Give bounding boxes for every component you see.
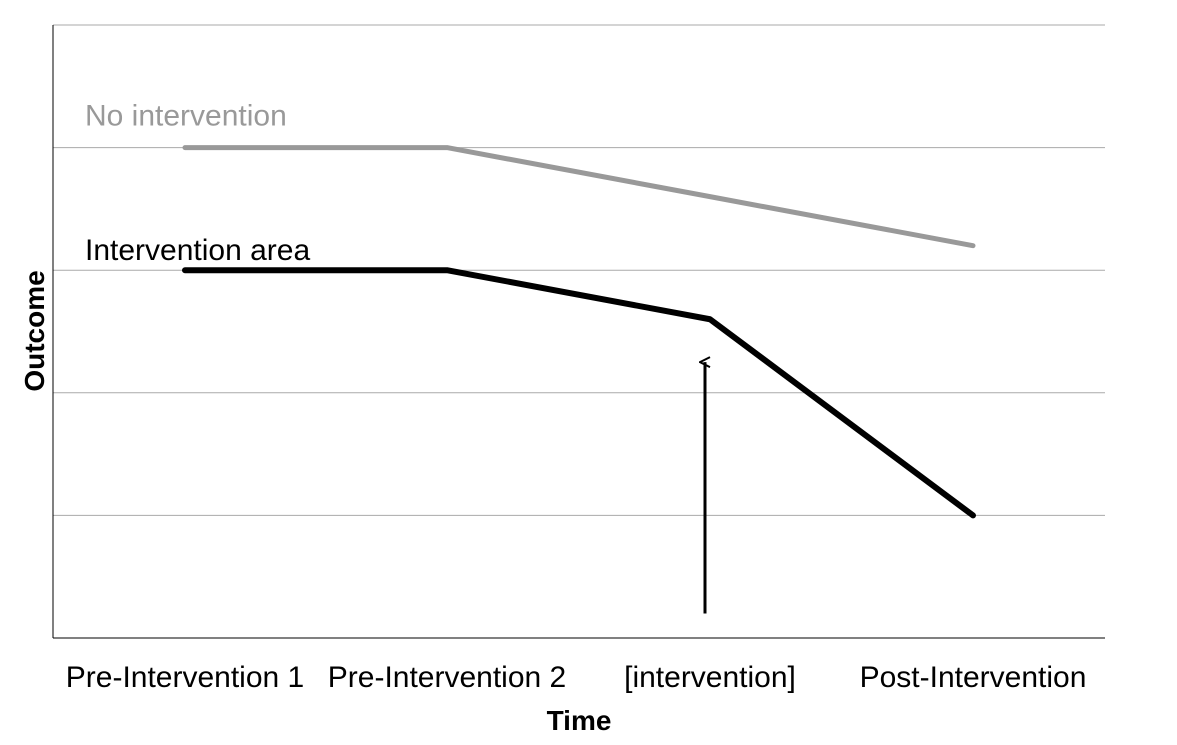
y-axis-title: Outcome — [19, 270, 50, 391]
x-tick-label: Post-Intervention — [860, 661, 1087, 694]
x-axis-title: Time — [547, 705, 612, 736]
series-label: Intervention area — [85, 234, 310, 267]
axes — [52, 25, 1105, 639]
series-labels: No intervention Intervention area — [85, 100, 310, 268]
series-lines — [182, 145, 976, 519]
series-line — [182, 145, 976, 249]
x-tick-label: Pre-Intervention 2 — [328, 661, 566, 694]
x-tick-label: Pre-Intervention 1 — [66, 661, 304, 694]
x-tick-labels: Pre-Intervention 1 Pre-Intervention 2 [int… — [66, 661, 1087, 694]
series-label: No intervention — [85, 100, 287, 133]
x-tick-label: [intervention] — [624, 661, 796, 694]
series-line — [182, 267, 976, 519]
